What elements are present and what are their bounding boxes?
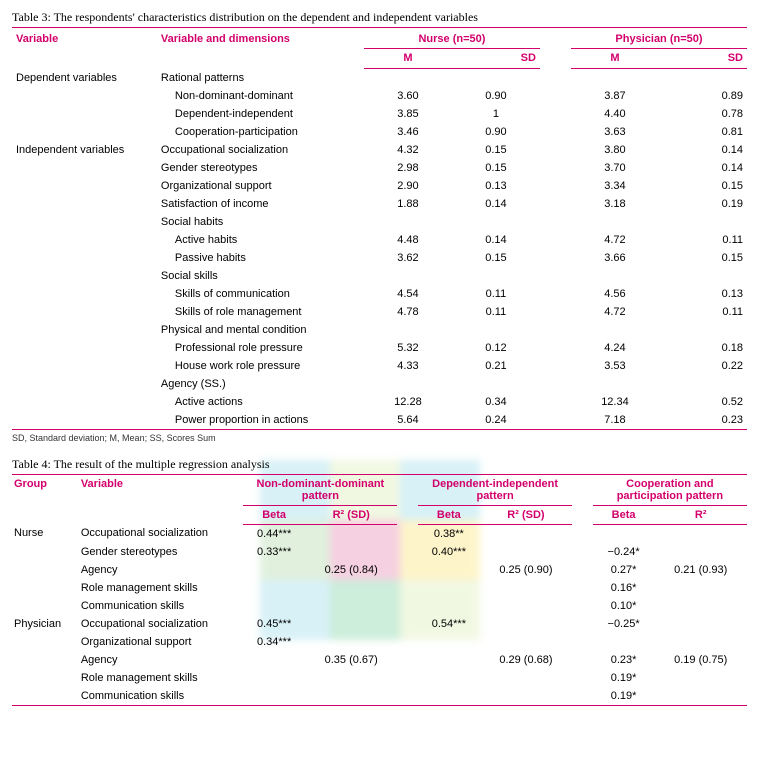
table-row: Communication skills0.19*	[12, 687, 747, 706]
table-row: Social skills	[12, 267, 747, 285]
table-row: Dependent-independent3.8514.400.78	[12, 105, 747, 123]
table-row: Dependent variablesRational patterns	[12, 69, 747, 87]
table4-caption: Table 4: The result of the multiple regr…	[12, 457, 747, 472]
table-row: Physical and mental condition	[12, 321, 747, 339]
col-variable: Variable	[12, 28, 157, 69]
table-row: Skills of communication4.540.114.560.13	[12, 285, 747, 303]
table-row: Professional role pressure5.320.124.240.…	[12, 339, 747, 357]
table4: Group Variable Non-dominant-dominant pat…	[12, 474, 747, 706]
table-row: Agency (SS.)	[12, 375, 747, 393]
col-group: Group	[12, 474, 79, 524]
table3: Variable Variable and dimensions Nurse (…	[12, 27, 747, 430]
table-row: Skills of role management4.780.114.720.1…	[12, 303, 747, 321]
table3-footnote: SD, Standard deviation; M, Mean; SS, Sco…	[12, 433, 747, 443]
table-row: Cooperation-participation3.460.903.630.8…	[12, 123, 747, 141]
table-row: Organizational support2.900.133.340.15	[12, 177, 747, 195]
table-row: Agency0.35 (0.67)0.29 (0.68)0.23*0.19 (0…	[12, 651, 747, 669]
table-row: Independent variablesOccupational social…	[12, 141, 747, 159]
col-variable: Variable	[79, 474, 243, 524]
table-row: NurseOccupational socialization0.44***0.…	[12, 524, 747, 543]
col-nurse: Nurse (n=50)	[364, 28, 540, 49]
col-phys-m: M	[571, 49, 659, 69]
col-nurse-m: M	[364, 49, 452, 69]
col-nurse-sd: SD	[452, 49, 540, 69]
col-p2-beta: Beta	[418, 505, 480, 524]
col-p1-beta: Beta	[243, 505, 305, 524]
col-dimensions: Variable and dimensions	[157, 28, 364, 69]
col-p3-r2: R²	[654, 505, 747, 524]
table-row: Non-dominant-dominant3.600.903.870.89	[12, 87, 747, 105]
col-p2: Dependent-independent pattern	[418, 474, 572, 505]
col-physician: Physician (n=50)	[571, 28, 747, 49]
table-row: Power proportion in actions5.640.247.180…	[12, 411, 747, 430]
table-row: Passive habits3.620.153.660.15	[12, 249, 747, 267]
table-row: Active actions12.280.3412.340.52	[12, 393, 747, 411]
table-row: House work role pressure4.330.213.530.22	[12, 357, 747, 375]
table-row: Active habits4.480.144.720.11	[12, 231, 747, 249]
col-p3-beta: Beta	[593, 505, 655, 524]
table3-caption: Table 3: The respondents' characteristic…	[12, 10, 747, 25]
col-phys-sd: SD	[659, 49, 747, 69]
col-p2-r2: R² (SD)	[480, 505, 573, 524]
col-p1: Non-dominant-dominant pattern	[243, 474, 397, 505]
table-row: Social habits	[12, 213, 747, 231]
table-row: Communication skills0.10*	[12, 597, 747, 615]
col-p3: Cooperation and participation pattern	[593, 474, 747, 505]
table-row: Role management skills0.16*	[12, 579, 747, 597]
table-row: Role management skills0.19*	[12, 669, 747, 687]
col-p1-r2: R² (SD)	[305, 505, 398, 524]
table-row: Organizational support0.34***	[12, 633, 747, 651]
table-row: Gender stereotypes0.33***0.40***−0.24*	[12, 543, 747, 561]
table-row: PhysicianOccupational socialization0.45*…	[12, 615, 747, 633]
table-row: Satisfaction of income1.880.143.180.19	[12, 195, 747, 213]
table-row: Gender stereotypes2.980.153.700.14	[12, 159, 747, 177]
table-row: Agency0.25 (0.84)0.25 (0.90)0.27*0.21 (0…	[12, 561, 747, 579]
